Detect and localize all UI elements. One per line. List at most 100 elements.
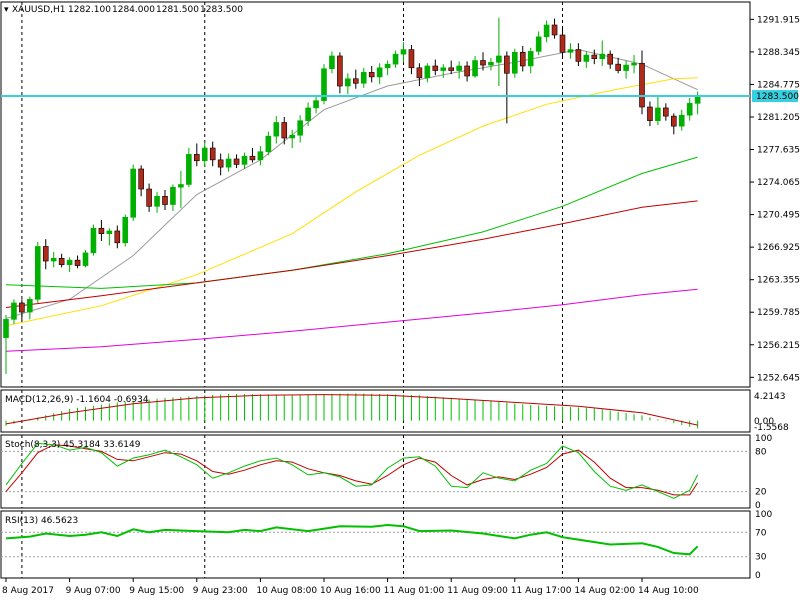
candle-body	[448, 67, 455, 71]
current-price-label: 1283.500	[756, 92, 799, 102]
stoch-label: Stoch(8,3,3) 45.3184 33.6149	[5, 440, 141, 450]
candle-body	[58, 258, 65, 265]
candle-body	[376, 67, 383, 78]
rsi-line	[5, 523, 699, 556]
candle-body	[201, 147, 208, 162]
candle-body	[34, 246, 41, 300]
time-tick-label: 11 Aug 09:00	[447, 586, 508, 596]
candle-body	[352, 78, 359, 84]
time-tick-label: 9 Aug 07:00	[66, 586, 121, 596]
candle-body	[384, 63, 391, 69]
candle-body	[496, 55, 502, 63]
candle-body	[273, 122, 280, 137]
candle-body	[615, 63, 621, 71]
candle-body	[209, 147, 216, 161]
time-tick-label: 11 Aug 17:00	[511, 586, 572, 596]
macd-axis-zero: 0.00	[754, 417, 774, 427]
candle-body	[289, 134, 296, 139]
candle-body	[511, 52, 518, 74]
price-tick-label: 1291.915	[757, 15, 800, 25]
candle-body	[178, 184, 184, 188]
macd-signal-line	[5, 394, 698, 426]
candle-body	[42, 246, 49, 262]
rsi-axis: 100 70 30 0	[755, 510, 772, 581]
candle-body	[527, 51, 534, 67]
stoch-axis-label: 80	[755, 447, 767, 457]
rsi-panel-frame	[0, 510, 751, 579]
candle-body	[543, 24, 550, 38]
price-tick-label: 1252.645	[757, 373, 800, 383]
candle-body	[607, 53, 614, 65]
candle-body	[535, 36, 542, 52]
candle-body	[66, 259, 73, 265]
candle-body	[233, 158, 240, 165]
candle-body	[551, 24, 558, 36]
time-tick-label: 10 Aug 08:00	[256, 586, 317, 596]
candle-body	[90, 227, 97, 254]
stoch-axis-label: 100	[755, 434, 772, 444]
price-tick-label: 1266.925	[757, 243, 800, 253]
candle-body	[162, 196, 168, 205]
stoch-main-line	[5, 442, 699, 499]
candle-body	[504, 55, 510, 74]
candle-body	[281, 122, 288, 139]
candle-body	[297, 120, 303, 136]
candle-body	[631, 62, 637, 66]
chart-header-symbol-icon: ▾	[4, 5, 9, 15]
candle-body	[583, 54, 590, 62]
candle-body	[82, 252, 89, 266]
candle-body	[472, 60, 478, 77]
candle-body	[639, 62, 645, 108]
candle-body	[678, 114, 685, 127]
chart-open: 1282.100	[68, 5, 111, 15]
time-tick-label: 9 Aug 23:00	[193, 586, 248, 596]
candle-body	[663, 107, 669, 117]
macd-axis-min: -1.5568	[754, 423, 789, 433]
candle-body	[313, 100, 319, 109]
candle-body	[456, 65, 462, 71]
time-tick-label: 10 Aug 16:00	[320, 586, 381, 596]
price-tick-label: 1288.345	[757, 48, 800, 58]
candle-body	[217, 159, 224, 168]
moving-average-line	[5, 49, 698, 319]
candle-body	[225, 158, 232, 168]
candle-body	[559, 34, 566, 53]
candle-body	[599, 53, 606, 59]
candle-body	[19, 302, 25, 313]
candle-body	[575, 49, 582, 62]
time-tick-label: 9 Aug 15:00	[129, 586, 184, 596]
moving-average-line	[5, 200, 698, 308]
price-tick-label: 1270.495	[757, 211, 800, 221]
rsi-label: RSI(13) 46.5623	[5, 516, 78, 526]
price-tick-label: 1277.635	[757, 146, 800, 156]
price-axis: 1291.915 1288.345 1284.775 1281.205 1277.635…	[750, 15, 800, 383]
candle-body	[321, 68, 327, 101]
candle-body	[186, 154, 192, 185]
candle-body	[305, 107, 311, 121]
candle-body	[249, 155, 256, 161]
candle-body	[360, 72, 367, 84]
candle-body	[154, 196, 160, 207]
time-tick-label: 11 Aug 01:00	[384, 586, 445, 596]
price-tick-label: 1281.205	[757, 113, 800, 123]
candle-body	[11, 302, 17, 320]
candle-body	[416, 67, 423, 79]
time-tick-label: 14 Aug 10:00	[638, 586, 699, 596]
candle-body	[480, 60, 486, 66]
candle-body	[345, 78, 351, 87]
candle-body	[98, 227, 105, 234]
rsi-axis-label: 70	[755, 528, 767, 538]
chart-symbol: XAUUSD,H1	[12, 5, 66, 15]
macd-axis-max: 4.2143	[754, 392, 786, 402]
candle-body	[170, 186, 176, 205]
candle-body	[432, 65, 439, 71]
stoch-axis-label: 0	[755, 501, 761, 511]
macd-label: MACD(12,26,9) -1.1604 -0.6934	[5, 395, 149, 405]
candle-body	[623, 64, 629, 71]
price-tick-label: 1259.785	[757, 308, 800, 318]
candle-body	[130, 168, 136, 218]
candle-body	[329, 55, 335, 70]
moving-average-line	[5, 156, 698, 289]
candle-body	[3, 319, 9, 338]
